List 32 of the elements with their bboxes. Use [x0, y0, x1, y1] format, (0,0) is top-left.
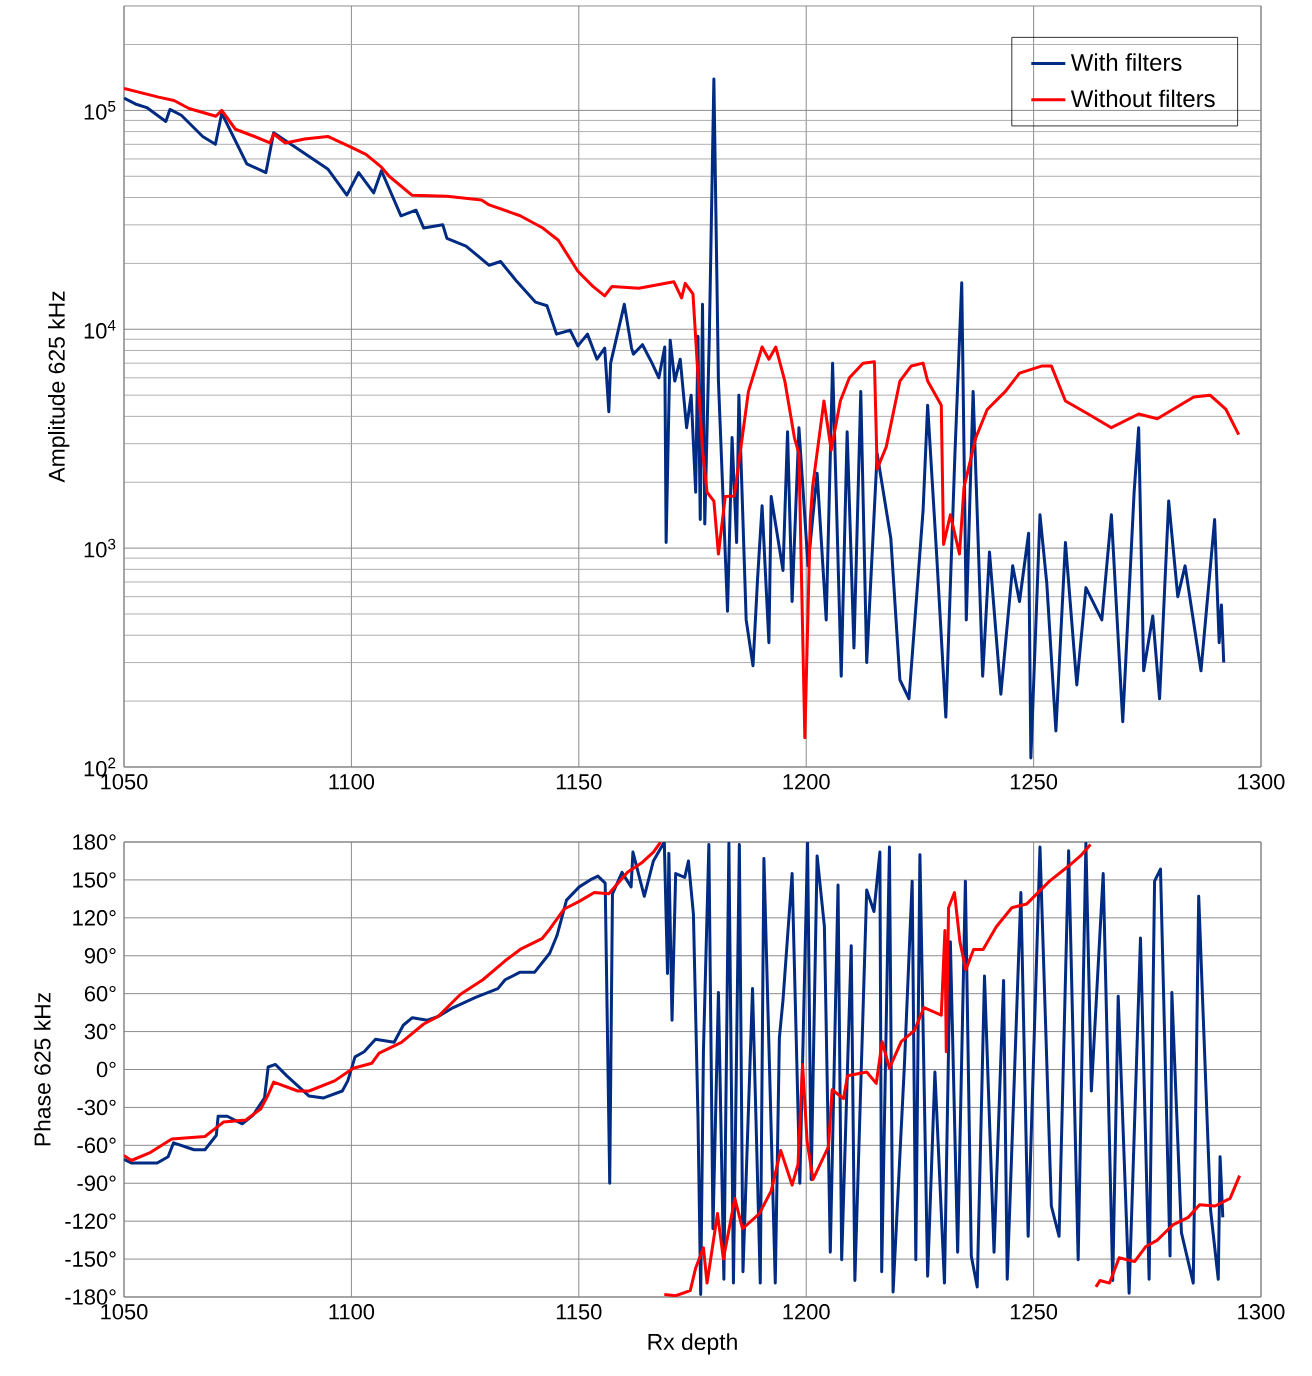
y-tick-label: 10$^{4}$	[84, 319, 116, 339]
x-tick-label: 1150	[556, 774, 602, 790]
y-tick-label: -180°	[65, 1289, 116, 1305]
x-axis-title: Rx depth	[648, 1333, 737, 1355]
y-tick-label: -30°	[77, 1099, 116, 1116]
x-tick-label: 1050	[101, 1304, 148, 1320]
legend-label: With filters	[1070, 53, 1182, 71]
y-axis-title: Phase 625 kHz	[33, 992, 51, 1146]
y-tick-label: 120°	[73, 910, 116, 926]
x-tick-label: 1300	[1238, 1304, 1285, 1320]
y-tick-label: 10$^{5}$	[84, 101, 116, 120]
x-tick-label: 1100	[329, 1304, 375, 1320]
y-tick-label: -90°	[77, 1175, 116, 1192]
x-tick-label: 1100	[329, 774, 375, 790]
y-tick-label: -60°	[77, 1137, 116, 1154]
x-tick-label: 1200	[783, 774, 830, 790]
y-axis-title: Amplitude 625 kHz	[48, 291, 70, 483]
x-tick-label: 1200	[783, 1304, 830, 1320]
x-tick-label: 1150	[556, 1304, 602, 1320]
x-tick-label: 1250	[1010, 1304, 1058, 1320]
y-tick-label: 30°	[84, 1023, 116, 1040]
y-tick-label: 150°	[73, 872, 116, 888]
y-tick-label: -150°	[65, 1251, 116, 1267]
y-tick-label: 0°	[96, 1061, 116, 1078]
legend-label: Without filters	[1070, 89, 1215, 108]
y-tick-label: 60°	[84, 985, 116, 1002]
y-tick-label: 180°	[73, 834, 116, 850]
y-tick-label: 10$^{3}$	[84, 538, 116, 558]
x-tick-label: 1300	[1238, 774, 1285, 790]
y-tick-label: -120°	[65, 1213, 116, 1229]
x-tick-label: 1250	[1010, 774, 1058, 790]
y-tick-label: 90°	[84, 948, 116, 964]
